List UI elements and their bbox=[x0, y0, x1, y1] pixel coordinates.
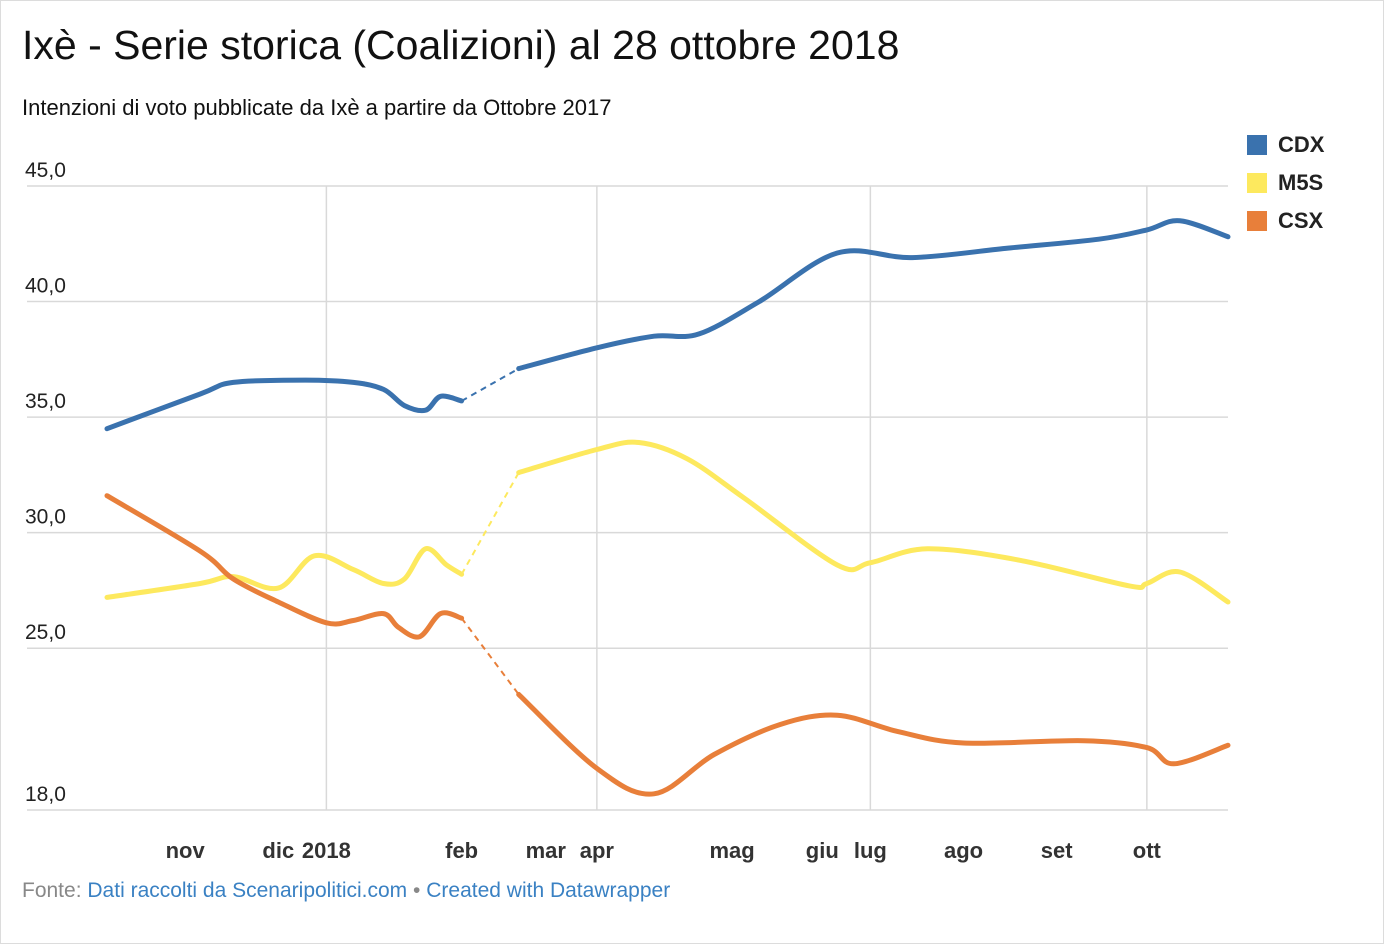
x-tick-label: lug bbox=[854, 838, 887, 863]
series-csx bbox=[104, 493, 1231, 797]
series-line-m5s bbox=[516, 439, 1231, 605]
datawrapper-link[interactable]: Created with Datawrapper bbox=[426, 879, 671, 902]
x-tick-label: set bbox=[1041, 838, 1073, 863]
legend-swatch bbox=[1247, 211, 1267, 231]
x-tick-label: ott bbox=[1133, 838, 1162, 863]
legend-label: M5S bbox=[1278, 170, 1324, 195]
x-tick-label: dic bbox=[262, 838, 294, 863]
legend: CDX M5S CSX bbox=[1247, 126, 1324, 240]
footer-separator: • bbox=[413, 879, 421, 902]
x-gridlines bbox=[325, 186, 1148, 810]
y-tick-label: 18,0 bbox=[25, 783, 66, 806]
y-tick-labels: 18,0 25,0 30,0 35,0 40,0 45,0 bbox=[25, 159, 66, 806]
series-gap-csx bbox=[460, 617, 520, 696]
series-lines bbox=[104, 218, 1231, 797]
footer: Fonte: Dati raccolti da Scenaripolitici.… bbox=[22, 879, 670, 903]
y-tick-label: 30,0 bbox=[25, 506, 66, 529]
legend-swatch bbox=[1247, 173, 1267, 193]
x-tick-label: ago bbox=[944, 838, 983, 863]
y-tick-label: 40,0 bbox=[25, 275, 66, 298]
chart-title: Ixè - Serie storica (Coalizioni) al 28 o… bbox=[22, 22, 900, 68]
series-m5s bbox=[104, 439, 1231, 605]
x-tick-label: apr bbox=[580, 838, 615, 863]
series-line-csx bbox=[516, 691, 1231, 797]
legend-label: CDX bbox=[1278, 132, 1325, 157]
source-label: Fonte: bbox=[22, 879, 82, 902]
y-gridlines bbox=[27, 185, 1228, 811]
chart-subtitle: Intenzioni di voto pubblicate da Ixè a p… bbox=[22, 95, 612, 120]
x-tick-label: feb bbox=[445, 838, 478, 863]
y-tick-label: 45,0 bbox=[25, 159, 66, 182]
x-tick-label: giu bbox=[806, 838, 839, 863]
x-tick-label: 2018 bbox=[302, 838, 351, 863]
y-tick-label: 35,0 bbox=[25, 390, 66, 413]
series-line-m5s bbox=[104, 546, 465, 600]
legend-item-cdx: CDX bbox=[1247, 126, 1324, 164]
x-tick-label: mar bbox=[526, 838, 567, 863]
series-gap-m5s bbox=[460, 472, 520, 575]
x-tick-labels: nov dic 2018 feb mar apr mag giu lug ago set ott bbox=[166, 838, 1162, 863]
legend-swatch bbox=[1247, 135, 1267, 155]
x-tick-label: mag bbox=[709, 838, 754, 863]
y-tick-label: 25,0 bbox=[25, 621, 66, 644]
source-link[interactable]: Dati raccolti da Scenaripolitici.com bbox=[87, 879, 408, 902]
series-gap-cdx bbox=[461, 367, 520, 402]
series-cdx bbox=[104, 218, 1231, 432]
x-tick-label: nov bbox=[166, 838, 206, 863]
series-line-csx bbox=[104, 493, 465, 640]
series-line-cdx bbox=[104, 377, 465, 432]
legend-item-csx: CSX bbox=[1247, 202, 1324, 240]
legend-item-m5s: M5S bbox=[1247, 164, 1324, 202]
legend-label: CSX bbox=[1278, 208, 1324, 233]
series-line-cdx bbox=[516, 218, 1231, 372]
